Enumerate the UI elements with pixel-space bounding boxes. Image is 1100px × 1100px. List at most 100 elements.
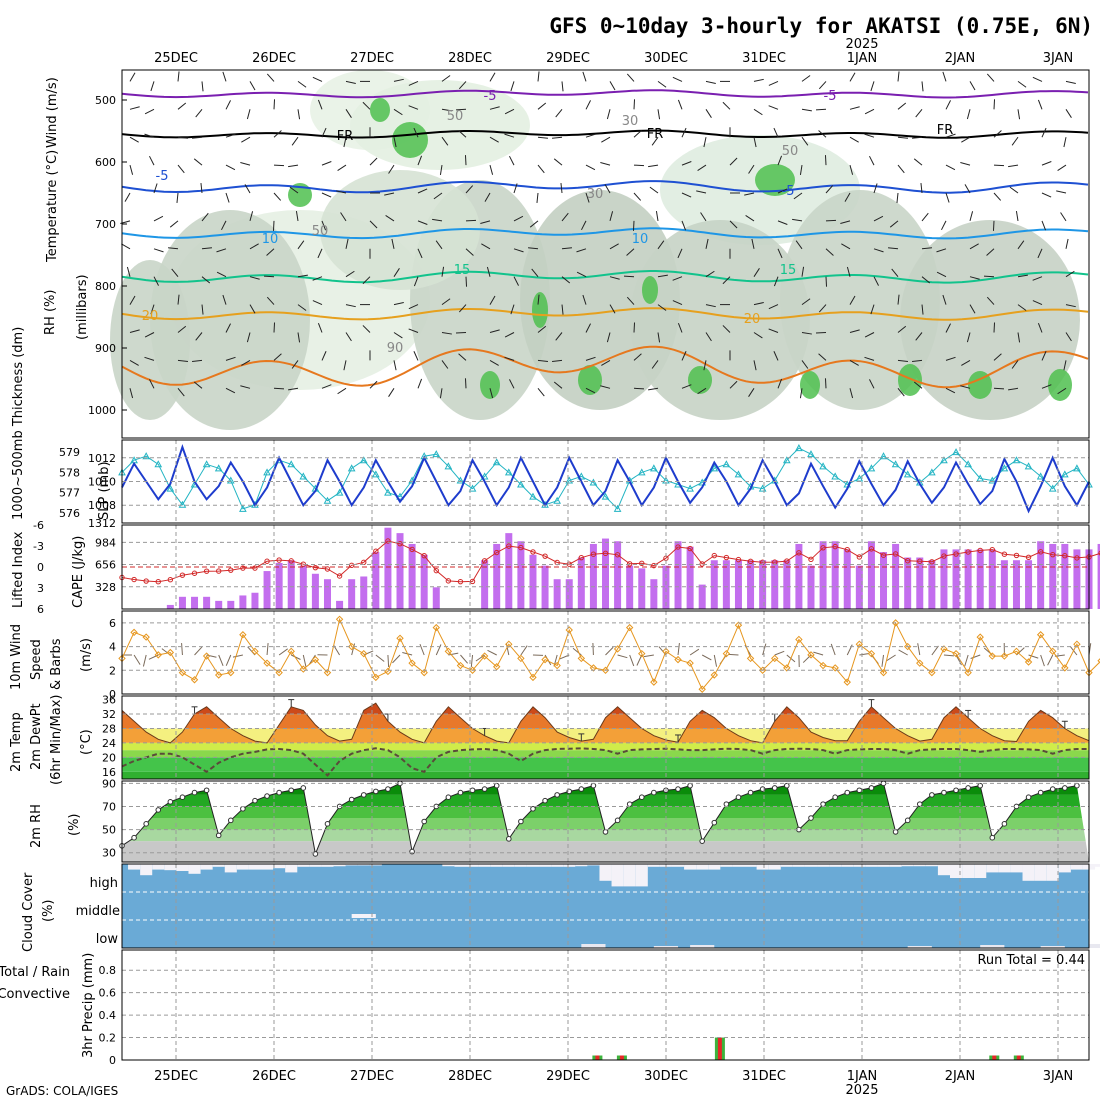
lifted-index-point bbox=[228, 567, 234, 573]
rh-point bbox=[626, 801, 633, 807]
wind-barb bbox=[273, 387, 285, 390]
precip-panel-frame bbox=[121, 949, 1090, 1061]
cloud-high-label: high bbox=[90, 876, 118, 891]
cape-bar bbox=[541, 565, 549, 609]
wind-barb bbox=[1041, 192, 1052, 198]
wind-speed-point bbox=[831, 664, 839, 672]
rh-fill bbox=[128, 829, 1086, 842]
wind-barb bbox=[297, 304, 307, 311]
precip-convective-bar bbox=[992, 1055, 997, 1060]
wind-barb bbox=[150, 81, 155, 92]
wind-barb bbox=[504, 332, 515, 338]
thickness-point bbox=[1048, 484, 1057, 492]
wind-barb bbox=[489, 164, 494, 175]
rh-point bbox=[1062, 785, 1068, 791]
wind-barb bbox=[513, 276, 519, 286]
lifted-index-point bbox=[977, 547, 983, 554]
wind-barb bbox=[912, 359, 923, 362]
thickness-point bbox=[795, 444, 803, 452]
cape-bar bbox=[988, 549, 996, 609]
wind-10m-barb bbox=[225, 654, 232, 666]
wind-barb bbox=[1041, 384, 1052, 389]
wind-barb bbox=[129, 329, 140, 333]
wind-barb bbox=[992, 220, 995, 231]
rh-point bbox=[360, 792, 367, 798]
rh-point bbox=[252, 797, 258, 804]
lifted-index-point bbox=[965, 549, 971, 555]
lifted-index-point bbox=[288, 558, 294, 564]
wind-tick: 2 bbox=[109, 664, 116, 677]
wind-barb bbox=[129, 136, 139, 143]
slp-line bbox=[121, 443, 1090, 514]
cape-bar bbox=[481, 560, 489, 609]
wind-speed-point bbox=[783, 664, 791, 672]
cloud-high-gap bbox=[647, 864, 660, 867]
wind-barb bbox=[913, 158, 923, 166]
wind-barb bbox=[657, 304, 667, 311]
wind-barb bbox=[891, 268, 899, 278]
lifted-index-point bbox=[203, 568, 210, 574]
cape-bar bbox=[348, 579, 356, 609]
wind-barb bbox=[844, 192, 851, 202]
wind-speed-label: Speed bbox=[29, 639, 44, 680]
wind-barb bbox=[273, 322, 276, 333]
wind-barb bbox=[1032, 76, 1043, 82]
wind-speed-point bbox=[420, 668, 428, 677]
wind-10m-barb bbox=[302, 654, 307, 667]
cape-bar bbox=[360, 576, 368, 609]
cape-bar bbox=[191, 596, 199, 609]
wind-barb bbox=[384, 192, 395, 196]
cape-bar bbox=[904, 557, 912, 609]
year-label-bottom: 2025 bbox=[845, 1083, 878, 1098]
thickness-point bbox=[891, 460, 900, 468]
lifted-index-point bbox=[1025, 554, 1032, 560]
wind-speed-point bbox=[263, 659, 271, 667]
wind-barb bbox=[870, 81, 875, 92]
wind-barb bbox=[606, 332, 611, 343]
wind-10m-barb bbox=[520, 645, 528, 656]
wind-barb bbox=[337, 164, 347, 171]
wind-barb bbox=[585, 356, 596, 361]
wind-barb bbox=[393, 78, 404, 82]
isotherm-label: 30 bbox=[587, 187, 604, 202]
wind-speed-point bbox=[879, 668, 888, 677]
thickness-point bbox=[384, 488, 392, 496]
wind-barb bbox=[633, 164, 645, 167]
cape-bar bbox=[638, 568, 646, 609]
cloud-high-gap bbox=[696, 864, 709, 870]
wind-barb bbox=[288, 387, 299, 391]
cape-bar bbox=[747, 560, 755, 609]
isotherm-label: 50 bbox=[312, 224, 329, 239]
wind-speed-point bbox=[335, 615, 344, 624]
wind-barb bbox=[801, 360, 809, 369]
cape-bar bbox=[940, 549, 948, 609]
rh-point bbox=[784, 782, 790, 789]
wind-barb bbox=[633, 99, 636, 110]
wind-barb bbox=[993, 192, 1002, 201]
slp-label: SLP (mb) bbox=[97, 461, 112, 520]
temp-band bbox=[122, 771, 1089, 779]
lifted-index-point bbox=[687, 545, 693, 552]
wind-speed-point bbox=[674, 655, 682, 664]
cape-bar bbox=[577, 557, 585, 609]
cloud-low-gap bbox=[653, 946, 679, 948]
wind-barb bbox=[150, 304, 155, 315]
wind-10m-barb bbox=[435, 644, 442, 656]
lifted-index-point bbox=[445, 578, 452, 584]
wind-barb bbox=[273, 164, 285, 167]
thickness-point bbox=[940, 456, 948, 464]
wind-barb bbox=[393, 108, 403, 116]
wind10m-label: 10m Wind bbox=[9, 624, 24, 690]
thickness-point bbox=[287, 460, 296, 468]
wind-barb bbox=[576, 271, 587, 278]
wind-barb bbox=[1065, 238, 1069, 249]
lifted-index-point bbox=[433, 567, 439, 574]
wind-speed-point bbox=[480, 652, 489, 660]
cloud-high-gap bbox=[1046, 864, 1059, 881]
rh-high-shade bbox=[370, 98, 390, 122]
wind-barb bbox=[201, 304, 204, 315]
wind-barb bbox=[391, 238, 395, 249]
wind-barb bbox=[873, 248, 884, 253]
wind-barb bbox=[585, 164, 596, 171]
wind-barb bbox=[441, 75, 451, 82]
